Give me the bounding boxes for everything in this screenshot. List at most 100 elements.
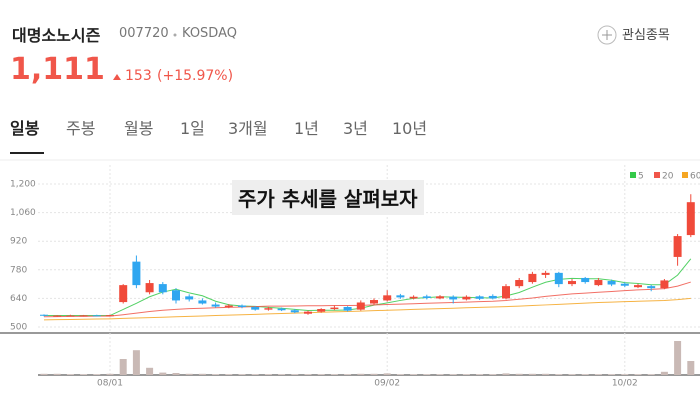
volume-bar [594, 374, 602, 375]
volume-bar [40, 373, 48, 375]
tab[interactable]: 3년 [343, 119, 368, 138]
tab[interactable]: 1년 [294, 119, 319, 138]
volume-bar [608, 374, 616, 375]
candle-body [594, 280, 603, 286]
plus-icon[interactable] [602, 30, 612, 40]
legend-swatch [682, 172, 688, 178]
candle-body [383, 295, 392, 301]
candle-body [304, 311, 312, 314]
market: KOSDAQ [182, 26, 237, 41]
volume-bar [278, 374, 286, 375]
y-tick-label: 780 [10, 265, 27, 275]
volume-bar [436, 374, 444, 375]
volume-bar [80, 374, 88, 375]
candle-body [330, 307, 339, 310]
volume-bar [502, 373, 510, 375]
x-tick-label: 08/01 [97, 379, 123, 389]
legend-label: 20 [662, 172, 674, 182]
candle-body [660, 280, 669, 289]
volume-bar [53, 373, 61, 375]
candle-body [158, 284, 167, 293]
volume-bar [674, 341, 682, 375]
volume-bar [396, 374, 404, 375]
candle-body [581, 277, 590, 283]
y-tick-label: 500 [10, 323, 27, 333]
candle-body [290, 310, 299, 313]
candle-body [607, 281, 616, 285]
volume-bar [159, 372, 167, 375]
tab[interactable]: 월봉 [124, 119, 154, 138]
candle-body [409, 296, 418, 299]
volume-bar [634, 374, 642, 375]
candle-body [40, 314, 48, 316]
legend-swatch [654, 172, 660, 178]
candle-body [79, 315, 88, 317]
stock-code: 007720 [119, 26, 169, 41]
candle-body [132, 261, 141, 286]
volume-bar [581, 374, 589, 375]
candle-body [317, 309, 326, 312]
candle-body [396, 295, 405, 298]
volume-bar [449, 374, 457, 375]
volume-bar [66, 374, 74, 375]
candle-body [634, 285, 642, 288]
volume-bar [291, 374, 299, 375]
y-tick-label: 640 [10, 294, 27, 304]
volume-bar [317, 374, 325, 375]
volume-bar [185, 373, 193, 375]
candle-body [422, 296, 431, 298]
candle-body [53, 315, 62, 317]
candle-body [356, 302, 365, 310]
candle-body [370, 300, 378, 304]
tab[interactable]: 주봉 [66, 119, 96, 138]
stock-name: 대명소노시즌 [12, 26, 101, 45]
volume-bar [357, 373, 365, 375]
candle-body [502, 286, 510, 299]
candle-body [554, 272, 563, 285]
candle-body [66, 315, 75, 317]
volume-bar [119, 359, 127, 375]
candle-body [198, 300, 207, 304]
volume-bar [476, 374, 484, 375]
volume-bar [647, 374, 655, 375]
tab[interactable]: 일봉 [10, 119, 40, 138]
candle-body [568, 281, 576, 285]
tab[interactable]: 1일 [180, 119, 205, 138]
legend-label: 60 [690, 172, 700, 182]
candle-body [145, 283, 154, 293]
volume-bar [264, 374, 272, 375]
up-arrow [113, 74, 121, 80]
candle-body [185, 296, 194, 300]
volume-bar [515, 373, 523, 375]
tab[interactable]: 3개월 [228, 119, 268, 138]
tab[interactable]: 10년 [392, 119, 428, 138]
overlay-caption: 주가 추세를 살펴보자 [232, 180, 424, 215]
candle-body [528, 273, 537, 283]
candle-body [673, 236, 682, 257]
volume-bar [660, 371, 668, 375]
volume-bar [225, 374, 233, 375]
volume-bar [212, 374, 220, 375]
moving-average [44, 258, 692, 317]
candle-body [106, 315, 114, 317]
volume-bar [93, 374, 101, 375]
volume-bar [344, 374, 352, 375]
candle-body [343, 306, 352, 311]
candle-body [251, 306, 260, 310]
y-tick-label: 1,200 [10, 180, 36, 190]
candle-body [686, 202, 695, 236]
volume-bar [555, 374, 563, 375]
plus-icon[interactable] [597, 25, 617, 45]
volume-bar [304, 374, 312, 375]
candle-body [238, 305, 246, 307]
volume-bar [568, 374, 576, 375]
candle-body [119, 285, 128, 303]
volume-bar [146, 367, 154, 375]
volume-bar [687, 361, 695, 375]
watch-button[interactable]: 관심종목 [622, 28, 670, 43]
separator [173, 33, 177, 37]
change: 153 [125, 68, 152, 84]
candle-body [224, 305, 233, 307]
